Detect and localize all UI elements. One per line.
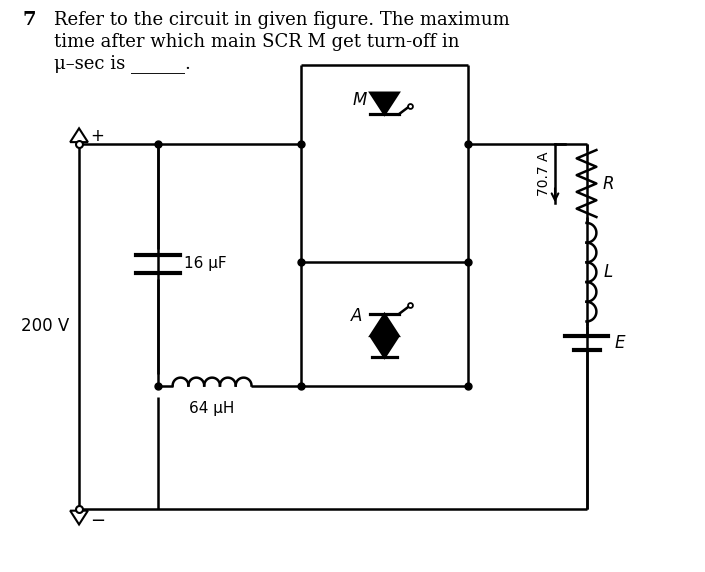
Text: Refer to the circuit in given figure. The maximum: Refer to the circuit in given figure. Th… (54, 11, 510, 29)
Text: R: R (602, 174, 614, 193)
Text: 200 V: 200 V (21, 317, 69, 335)
Text: 70.7 A: 70.7 A (537, 152, 551, 196)
Polygon shape (370, 314, 398, 336)
Text: 16 μF: 16 μF (185, 256, 227, 271)
Polygon shape (372, 337, 398, 358)
Text: −: − (90, 511, 105, 530)
Text: M: M (352, 91, 367, 109)
Text: E: E (614, 334, 625, 352)
Text: A: A (350, 307, 362, 325)
Text: L: L (603, 263, 613, 281)
Text: 7: 7 (23, 11, 37, 29)
Text: 64 μH: 64 μH (190, 402, 235, 416)
Text: time after which main SCR M get turn-off in: time after which main SCR M get turn-off… (54, 33, 460, 51)
Text: +: + (90, 127, 104, 145)
Polygon shape (370, 93, 398, 114)
Text: μ–sec is ______.: μ–sec is ______. (54, 54, 191, 73)
